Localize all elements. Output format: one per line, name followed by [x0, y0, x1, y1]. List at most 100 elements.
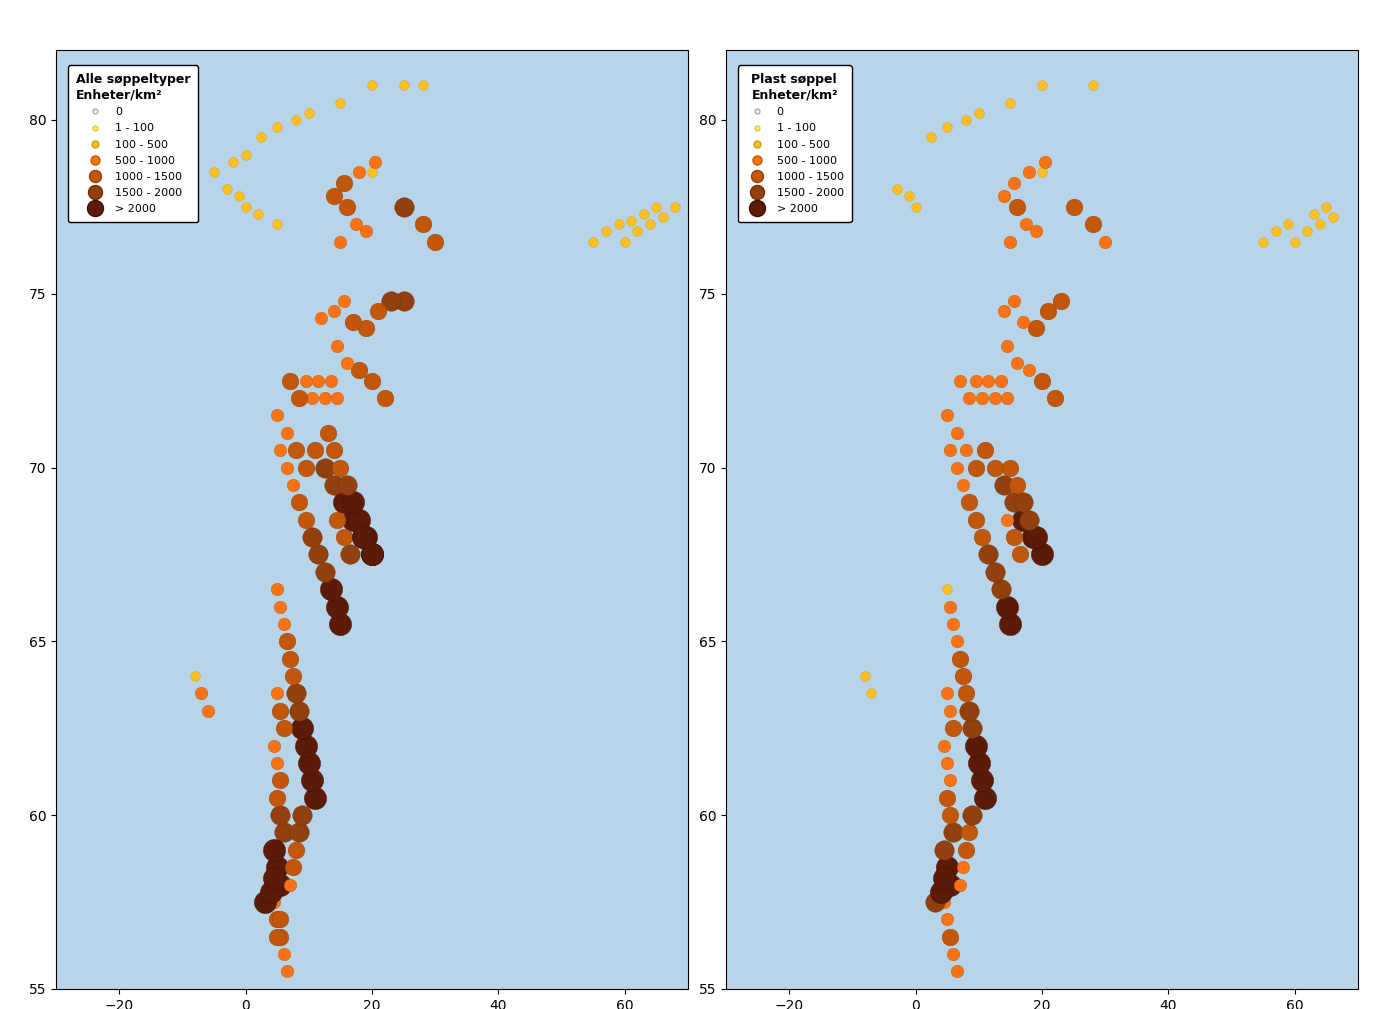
Point	[294, 738, 316, 754]
Point	[294, 512, 316, 528]
Point	[392, 77, 414, 93]
Point	[314, 564, 336, 580]
Point	[1063, 199, 1085, 215]
Point	[1296, 223, 1319, 239]
Point	[977, 546, 1000, 562]
Point	[952, 477, 974, 493]
Point	[1012, 512, 1035, 528]
Point	[286, 442, 308, 458]
Point	[286, 842, 308, 858]
Point	[962, 807, 984, 823]
Point	[958, 824, 980, 840]
Point	[1081, 216, 1103, 232]
Point	[412, 77, 434, 93]
Point	[276, 634, 298, 650]
Point	[326, 598, 349, 614]
Point	[314, 459, 336, 475]
Point	[266, 685, 288, 701]
Point	[958, 702, 980, 718]
Point	[319, 581, 342, 597]
Point	[342, 494, 364, 511]
Point	[995, 598, 1018, 614]
Point	[336, 199, 358, 215]
Point	[1022, 529, 1044, 545]
Point	[276, 459, 298, 475]
Point	[995, 512, 1018, 528]
Point	[286, 112, 308, 128]
Point	[1302, 206, 1324, 222]
Point	[967, 105, 990, 121]
Point	[965, 512, 987, 528]
Point	[266, 408, 288, 424]
Point	[246, 206, 269, 222]
Point	[266, 928, 288, 944]
Point	[329, 95, 351, 111]
Point	[920, 129, 942, 145]
Point	[937, 790, 959, 806]
Point	[349, 362, 371, 378]
Point	[885, 182, 907, 198]
Point	[664, 199, 686, 215]
Point	[952, 668, 974, 684]
Point	[183, 668, 206, 684]
Point	[361, 546, 384, 562]
Point	[269, 598, 291, 614]
Point	[266, 581, 288, 597]
Point	[221, 153, 244, 170]
Point	[932, 894, 955, 910]
Point	[1008, 546, 1030, 562]
Point	[281, 668, 304, 684]
Point	[298, 755, 321, 771]
Point	[304, 790, 326, 806]
Point	[1018, 362, 1040, 378]
Point	[651, 209, 673, 225]
Point	[307, 546, 329, 562]
Point	[993, 189, 1015, 205]
Point	[273, 720, 295, 737]
Point	[932, 738, 955, 754]
Point	[354, 321, 377, 337]
Point	[288, 494, 311, 511]
Point	[945, 425, 967, 441]
Point	[1002, 529, 1025, 545]
Point	[269, 702, 291, 718]
Point	[326, 389, 349, 406]
Point	[967, 755, 990, 771]
Point	[1000, 95, 1022, 111]
Point	[990, 581, 1012, 597]
Point	[281, 477, 304, 493]
Point	[1050, 293, 1072, 309]
Point	[983, 389, 1005, 406]
Point	[949, 877, 972, 893]
Point	[983, 564, 1005, 580]
Point	[329, 459, 351, 475]
Point	[932, 870, 955, 886]
Point	[367, 303, 389, 319]
Point	[1005, 477, 1028, 493]
Point	[939, 772, 962, 788]
Point	[326, 338, 349, 354]
Point	[1025, 321, 1047, 337]
Point	[897, 189, 920, 205]
Point	[266, 911, 288, 927]
Point	[939, 702, 962, 718]
Point	[1264, 223, 1287, 239]
Point	[1081, 77, 1103, 93]
Point	[995, 338, 1018, 354]
Point	[332, 529, 354, 545]
Point	[269, 807, 291, 823]
Point	[937, 685, 959, 701]
Point	[316, 425, 339, 441]
Point	[1018, 512, 1040, 528]
Point	[1030, 77, 1053, 93]
Point	[924, 894, 946, 910]
Point	[977, 372, 1000, 388]
Point	[196, 702, 218, 718]
Point	[955, 685, 977, 701]
Point	[323, 189, 346, 205]
Point	[392, 199, 414, 215]
Point	[323, 303, 346, 319]
Point	[1005, 355, 1028, 371]
Point	[1093, 233, 1116, 249]
Point	[314, 389, 336, 406]
